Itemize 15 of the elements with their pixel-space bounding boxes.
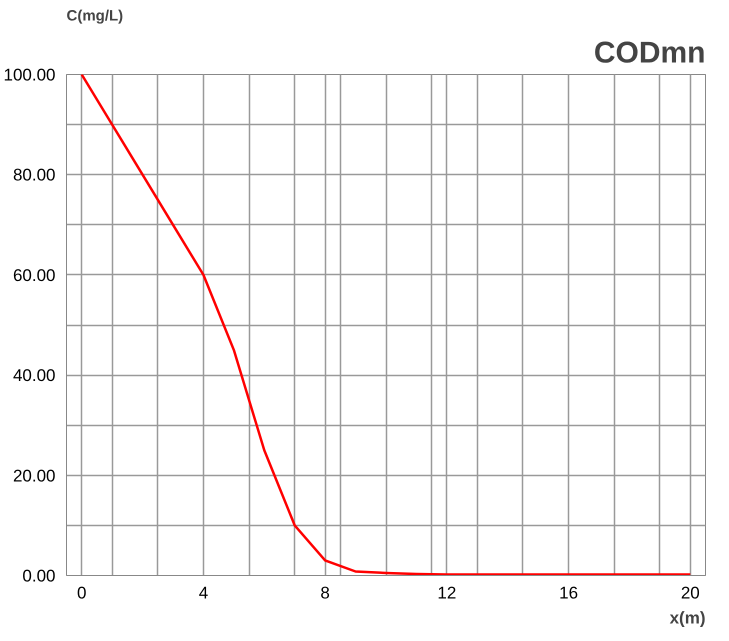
y-tick-label: 0.00	[22, 566, 56, 586]
y-tick-label: 40.00	[12, 366, 56, 386]
y-tick-label: 100.00	[4, 66, 56, 84]
x-tick-label: 12	[437, 584, 456, 602]
y-tick-label: 60.00	[12, 266, 56, 285]
x-tick-label: 0	[76, 584, 86, 602]
y-tick-label: 20.00	[12, 466, 56, 486]
x-tick-label: 8	[320, 584, 330, 602]
y-tick-label: 80.00	[12, 166, 56, 185]
x-tick-label: 20	[680, 584, 700, 602]
y-axis-title: C(mg/L)	[66, 8, 124, 24]
x-tick-label: 16	[559, 584, 578, 602]
chart-title: CODmn	[594, 36, 706, 70]
x-axis-title: x(m)	[670, 608, 706, 628]
x-tick-label: 4	[198, 584, 208, 602]
